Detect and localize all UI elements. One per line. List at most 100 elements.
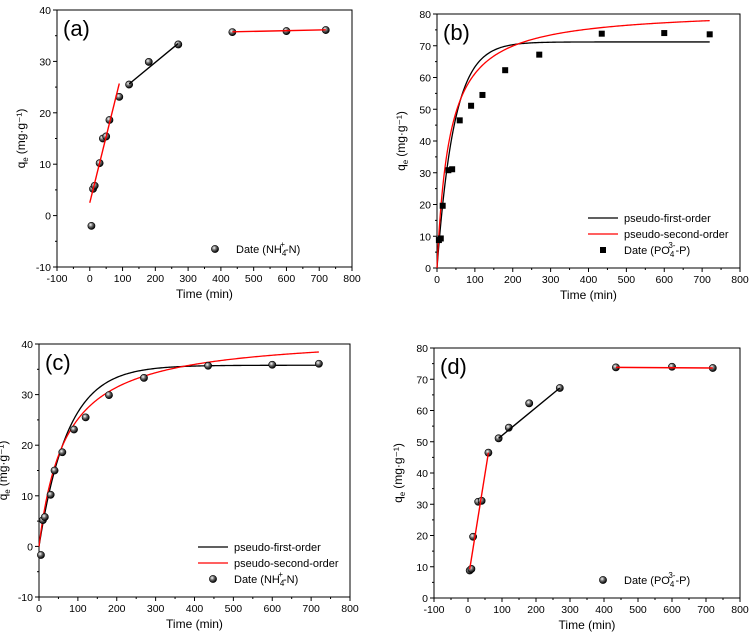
y-tick-label: 20	[21, 440, 33, 452]
data-point	[268, 360, 277, 369]
legend-label-subscript: 4	[670, 580, 675, 589]
y-tick-label: -10	[18, 592, 33, 604]
data-point	[468, 102, 475, 109]
legend-label-superscript: 3-	[668, 571, 675, 580]
x-tick-label: 200	[504, 274, 522, 286]
legend-marker-swatch	[211, 245, 219, 253]
x-tick-label: 500	[225, 603, 243, 615]
y-tick-label: 60	[419, 73, 431, 85]
y-tick-label: 30	[21, 390, 33, 402]
pseudo-second-order-curve	[38, 351, 319, 547]
x-tick-label: 100	[466, 274, 484, 286]
x-tick-label: 400	[212, 273, 230, 285]
y-axis-label: qe (mg·g⁻¹)	[391, 443, 407, 503]
x-tick-label: 800	[731, 604, 749, 616]
y-tick-label: 20	[39, 108, 51, 120]
y-tick-label: 40	[21, 339, 33, 351]
legend-label-part: -N)	[283, 574, 298, 586]
data-point	[314, 359, 323, 368]
x-tick-label: 500	[629, 604, 647, 616]
panel-b: 0 100 200 300 400 500 600 700 800 0 10 20 30 40 50 60 70…	[394, 9, 749, 302]
x-tick-label: 200	[108, 603, 126, 615]
legend-label: pseudo-first-order	[624, 213, 711, 225]
x-tick-label: 600	[663, 604, 681, 616]
x-tick-label: 700	[302, 603, 320, 615]
legend-label-part: pseudo-second-order	[624, 229, 729, 241]
panels: -100 0 100 200 300 400 500 600 700 800-1001020304…	[0, 5, 749, 632]
y-axis-label-unit: (mg·g⁻¹)	[0, 441, 10, 487]
panel-label: (d)	[440, 354, 467, 379]
legend-label-part: pseudo-first-order	[624, 213, 711, 225]
panel-c: 0 100 200 300 400 500 600 700 800-10010203040Tim…	[0, 339, 359, 631]
data-point	[439, 202, 446, 209]
x-tick-label: 600	[263, 603, 281, 615]
pseudo-first-order-curve	[38, 364, 319, 547]
x-tick-label: 400	[595, 604, 613, 616]
y-tick-label: 80	[416, 343, 428, 355]
data-point	[479, 91, 486, 98]
legend-label-superscript: +	[280, 240, 285, 249]
data-point	[536, 51, 543, 58]
x-tick-label: 700	[697, 604, 715, 616]
data-point	[437, 235, 444, 242]
x-tick-label: 800	[731, 274, 749, 286]
legend-label: Date (NH4+-N)	[234, 570, 298, 588]
legend-label: Date (NH4+-N)	[236, 240, 300, 258]
legend-label-part: -P)	[675, 575, 690, 587]
legend-label-part: Date (NH	[236, 244, 282, 256]
x-tick-label: 0	[87, 273, 93, 285]
x-tick-label: 100	[69, 603, 87, 615]
y-axis-label-main: q	[14, 162, 28, 169]
y-tick-label: 70	[416, 374, 428, 386]
data-point	[87, 221, 96, 230]
panel-label: (b)	[443, 20, 470, 45]
data-point	[456, 117, 463, 124]
legend: pseudo-first-orderpseudo-second-orderDat…	[588, 213, 729, 259]
y-axis-label-unit: (mg·g⁻¹)	[394, 111, 408, 157]
legend-label-subscript: 4	[282, 249, 287, 258]
legend-label: pseudo-first-order	[234, 542, 321, 554]
data-point	[467, 565, 476, 573]
y-axis-label-subscript: e	[3, 489, 12, 494]
x-tick-label: 0	[434, 274, 440, 286]
data-point	[37, 551, 45, 559]
y-tick-label: 50	[416, 437, 428, 449]
legend-label-part: -N)	[285, 244, 300, 256]
legend-marker-swatch	[209, 575, 217, 583]
legend-label-part: pseudo-first-order	[234, 542, 321, 554]
legend-marker-swatch	[599, 576, 607, 584]
x-tick-label: -100	[423, 604, 444, 616]
data-point	[445, 167, 452, 174]
y-tick-label: 0	[422, 593, 428, 605]
y-axis-label-unit: (mg·g⁻¹)	[391, 443, 405, 489]
x-axis-label: Time (min)	[559, 618, 616, 632]
y-axis-label-main: q	[394, 164, 408, 171]
legend-label-part: pseudo-second-order	[234, 558, 339, 570]
y-tick-label: 40	[419, 136, 431, 148]
y-axis-label-subscript: e	[401, 159, 410, 164]
legend-label: Date (PO43--P)	[624, 241, 690, 259]
data-point	[40, 513, 49, 521]
panel-label: (a)	[63, 16, 90, 41]
data-point	[140, 374, 148, 382]
x-tick-label: 500	[245, 273, 263, 285]
x-tick-label: 400	[186, 603, 204, 615]
y-tick-label: 20	[416, 531, 428, 543]
y-tick-label: 10	[416, 562, 428, 574]
legend-label-part: Date (PO	[624, 245, 670, 257]
panel-a: -100 0 100 200 300 400 500 600 700 800-1001020304…	[14, 5, 361, 301]
x-tick-label: -100	[46, 273, 67, 285]
y-tick-label: 0	[27, 541, 33, 553]
x-axis-label: Time (min)	[176, 287, 233, 301]
y-axis-label-subscript: e	[21, 157, 30, 162]
x-tick-label: 600	[278, 273, 296, 285]
fit-line	[128, 42, 179, 85]
data-point	[174, 40, 183, 49]
y-tick-label: 10	[419, 231, 431, 243]
x-tick-label: 400	[580, 274, 598, 286]
x-tick-label: 800	[341, 603, 359, 615]
legend-label-part: -P)	[675, 245, 690, 257]
data-point	[668, 362, 676, 371]
data-point	[46, 490, 55, 499]
panel-d: -100 0 100 200 300 400 500 600 700 80001020304050…	[391, 343, 749, 632]
